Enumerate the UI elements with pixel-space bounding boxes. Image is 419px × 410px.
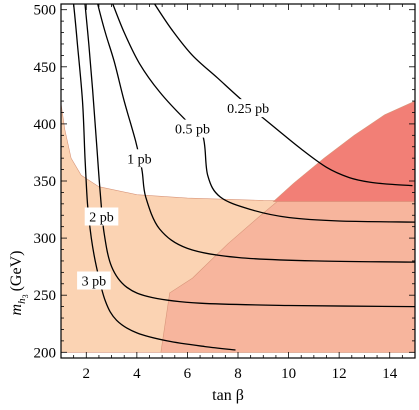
x-tick-label: 12 bbox=[332, 366, 347, 382]
y-tick-label: 400 bbox=[34, 117, 57, 133]
contour-label-bg bbox=[220, 99, 276, 118]
tick-labels: 2 4 6 8 10 12 14 200 250 300 350 400 450 500 bbox=[34, 3, 398, 382]
contour-label-bg bbox=[77, 271, 111, 290]
contour-label-2: 1 pb bbox=[127, 152, 152, 167]
y-tick-label: 500 bbox=[34, 3, 57, 19]
contour-label-1: 0.5 pb bbox=[175, 123, 210, 138]
contour-line-0 bbox=[154, 3, 413, 187]
x-tick-label: 2 bbox=[83, 366, 91, 382]
contour-label-bg bbox=[168, 119, 217, 138]
y-axis-label: mh3(GeV) bbox=[8, 251, 30, 316]
region-dark-excluded bbox=[272, 100, 416, 202]
y-tick-label: 250 bbox=[34, 288, 57, 304]
y-tick-label: 300 bbox=[34, 231, 57, 247]
x-tick-label: 14 bbox=[382, 366, 398, 382]
contour-label-bg bbox=[122, 149, 157, 168]
exclusion-regions bbox=[60, 100, 416, 353]
x-tick-label: 8 bbox=[234, 366, 242, 382]
contour-label-0: 0.25 pb bbox=[227, 102, 269, 117]
contour-line-3 bbox=[84, 3, 416, 308]
x-axis-label: tan β bbox=[212, 387, 244, 404]
contour-line-1 bbox=[112, 3, 416, 223]
x-tick-label: 6 bbox=[184, 366, 192, 382]
contour-labels: 0.25 pb 0.5 pb 1 pb 2 pb 3 pb bbox=[77, 99, 276, 290]
contour-line-4 bbox=[72, 3, 236, 351]
y-tick-label: 450 bbox=[34, 60, 57, 76]
contour-label-bg bbox=[84, 207, 119, 226]
y-tick-label: 200 bbox=[34, 345, 57, 361]
contour-line-2 bbox=[97, 3, 416, 263]
axis-ticks bbox=[60, 4, 416, 358]
contour-label-3: 2 pb bbox=[89, 211, 114, 226]
contour-label-4: 3 pb bbox=[82, 275, 107, 290]
x-tick-label: 10 bbox=[281, 366, 296, 382]
contour-lines bbox=[72, 3, 416, 351]
y-tick-label: 350 bbox=[34, 174, 57, 190]
x-tick-label: 4 bbox=[133, 366, 141, 382]
